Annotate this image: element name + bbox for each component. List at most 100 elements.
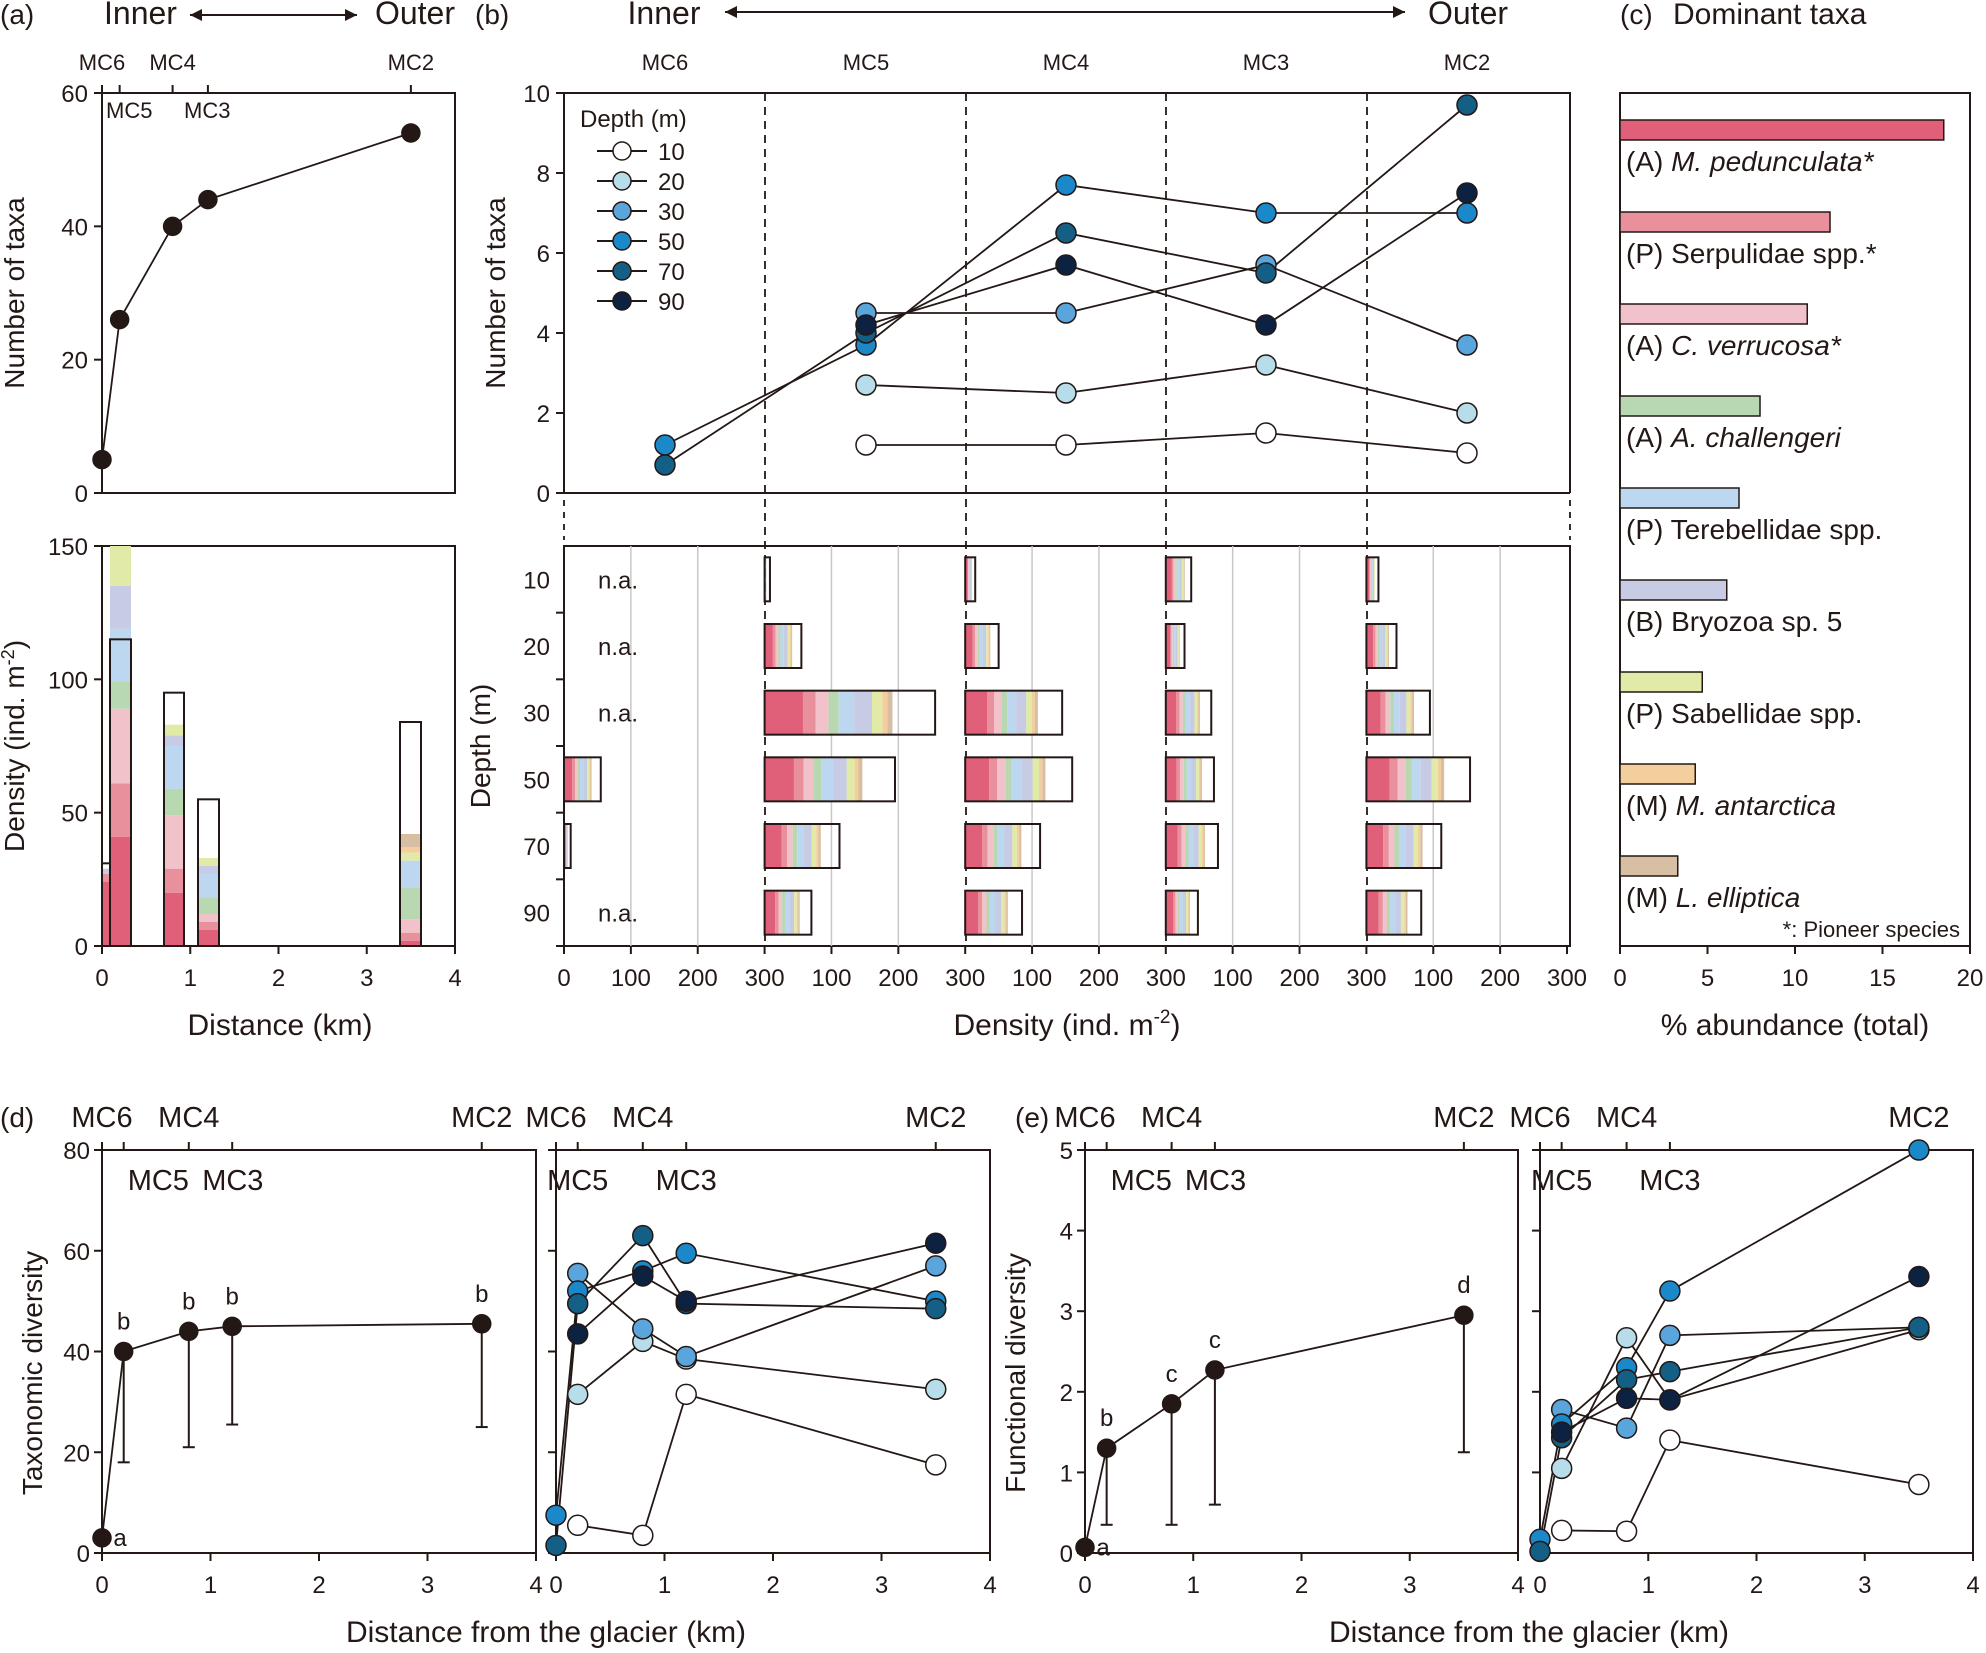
- x-tick-label: 200: [1280, 965, 1320, 992]
- x-tick-label: 1: [1642, 1572, 1655, 1599]
- y-tick-label: 1: [1060, 1460, 1073, 1487]
- x-tick-label: 300: [1547, 965, 1587, 992]
- density-segment: [1399, 690, 1407, 735]
- depth-tick-label: 10: [523, 567, 550, 594]
- legend-marker-70: [612, 261, 632, 281]
- x-tick-label: 2: [312, 1572, 325, 1599]
- density-segment: [1186, 890, 1188, 935]
- density-segment: [977, 890, 983, 935]
- density-segment: [400, 860, 421, 888]
- station-label-MC3: MC3: [1639, 1165, 1700, 1197]
- x-tick-label: 1: [204, 1572, 217, 1599]
- x-tick-label: 5: [1701, 965, 1714, 992]
- density-segment: [995, 890, 1002, 935]
- density-segment: [772, 624, 776, 668]
- x-tick-label: 0: [1078, 1572, 1091, 1599]
- x-tick-label: 200: [1079, 965, 1119, 992]
- density-segment: [987, 824, 994, 868]
- density-segment: [1006, 890, 1008, 935]
- density-segment: [1379, 624, 1383, 668]
- station-label-MC5: MC5: [128, 1165, 189, 1197]
- density-bar: [964, 823, 1042, 869]
- density-segment: [1370, 557, 1372, 602]
- density-segment: [1165, 624, 1171, 668]
- density-segment: [986, 624, 989, 668]
- density-segment: [164, 724, 184, 736]
- series-line-20: [577, 1340, 936, 1396]
- station-label-MC5: MC5: [547, 1165, 608, 1197]
- outer-label: Outer: [1428, 0, 1508, 31]
- density-segment: [1004, 890, 1007, 935]
- density-segment: [198, 914, 219, 922]
- density-segment: [579, 757, 584, 802]
- depth-tick-label: 30: [523, 701, 550, 728]
- density-segment: [997, 824, 1005, 868]
- series-point-50: [545, 1504, 567, 1526]
- series-point-10: [675, 1383, 697, 1406]
- density-segment: [1177, 890, 1180, 935]
- density-segment: [1019, 824, 1022, 868]
- series-line-70: [555, 1234, 936, 1546]
- y-axis-label: Functional diversity: [1000, 1253, 1031, 1493]
- density-segment: [164, 746, 184, 789]
- taxon-label: (P) Terebellidae spp.: [1626, 514, 1882, 545]
- density-segment: [1186, 757, 1192, 802]
- arrow-left-icon: [190, 9, 202, 21]
- taxa-point: [162, 216, 183, 237]
- density-segment: [1194, 690, 1198, 735]
- density-bar: [1365, 689, 1431, 736]
- x-tick-label: 300: [1146, 965, 1186, 992]
- density-segment: [1173, 890, 1176, 935]
- density-segment: [1179, 557, 1182, 602]
- density-segment: [887, 690, 893, 735]
- station-label-MC4: MC4: [158, 1102, 219, 1134]
- taxon-label: (P) Serpulidae spp.*: [1626, 238, 1877, 269]
- density-segment: [400, 940, 421, 946]
- series-point-10: [1908, 1473, 1930, 1496]
- density-bar: [1164, 823, 1219, 869]
- density-segment: [1371, 557, 1373, 602]
- y-tick-label: 5: [1060, 1138, 1073, 1165]
- series-point-90: [1659, 1389, 1681, 1411]
- density-segment: [802, 690, 816, 735]
- x-tick-label: 300: [745, 965, 785, 992]
- density-segment: [1001, 690, 1008, 735]
- density-segment: [854, 690, 873, 735]
- density-bar: [763, 623, 803, 669]
- density-segment: [1021, 757, 1033, 802]
- density-segment: [1185, 824, 1189, 868]
- x-tick-label: 15: [1869, 965, 1896, 992]
- x-tick-label: 100: [1012, 965, 1052, 992]
- taxon-label: (P) Sabellidae spp.: [1626, 698, 1863, 729]
- density-segment: [1179, 890, 1183, 935]
- abundance-bar: [1619, 579, 1728, 601]
- series-point-10: [1615, 1520, 1638, 1542]
- density-segment: [1178, 624, 1180, 668]
- taxa-point: [198, 189, 218, 210]
- density-segment: [1199, 757, 1201, 802]
- significance-letter: b: [226, 1283, 239, 1310]
- series-line-20: [865, 364, 1468, 414]
- x-tick-label: 0: [1533, 1572, 1546, 1599]
- density-segment: [965, 557, 968, 602]
- density-segment: [1366, 824, 1384, 868]
- density-segment: [813, 757, 822, 802]
- density-segment: [1165, 757, 1177, 802]
- legend-marker-10: [612, 141, 632, 161]
- density-segment: [110, 682, 131, 709]
- density-segment: [1366, 757, 1390, 802]
- density-segment: [1191, 757, 1197, 802]
- station-label-MC6: MC6: [525, 1102, 586, 1134]
- density-segment: [1170, 624, 1172, 668]
- density-segment: [782, 890, 785, 935]
- series-point-30: [1659, 1324, 1681, 1347]
- x-tick-label: 100: [1213, 965, 1253, 992]
- density-segment: [982, 624, 987, 668]
- density-segment: [1370, 557, 1371, 602]
- density-segment: [1196, 757, 1200, 802]
- density-segment: [1380, 690, 1386, 735]
- station-label-MC5: MC5: [1111, 1165, 1172, 1197]
- density-segment: [816, 824, 819, 868]
- density-segment: [110, 546, 131, 586]
- series-point-70: [1529, 1540, 1551, 1563]
